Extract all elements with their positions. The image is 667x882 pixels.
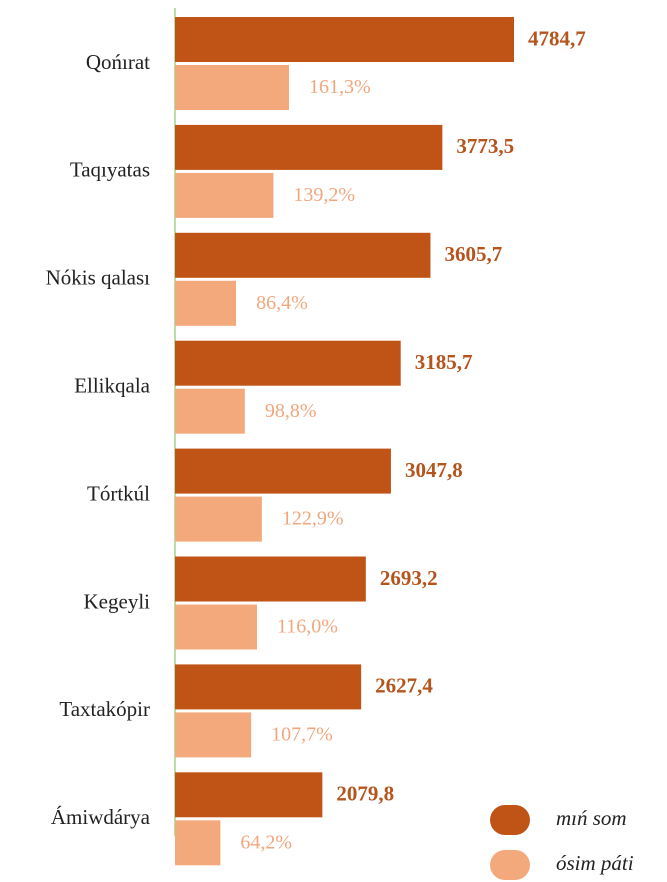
legend-label: ósim páti [556, 851, 634, 875]
bar [175, 232, 431, 278]
bar [175, 280, 237, 326]
value-label: 3047,8 [405, 458, 463, 482]
bar [175, 604, 257, 650]
bar [175, 556, 366, 602]
category-label: Nókis qalası [46, 266, 151, 290]
value-label: 122,9% [282, 508, 344, 530]
value-label: 116,0% [277, 616, 338, 638]
category-label: Tórtkúl [87, 481, 150, 505]
bar [175, 772, 323, 818]
value-label: 2079,8 [336, 782, 394, 806]
value-label: 2627,4 [375, 674, 433, 698]
value-label: 98,8% [265, 400, 317, 422]
category-label: Ámiwdárya [51, 805, 151, 829]
bar [175, 664, 362, 710]
bar [175, 65, 289, 110]
bar [175, 448, 391, 494]
category-label: Taxtakópir [59, 697, 150, 721]
bar [175, 340, 401, 386]
bar [175, 172, 274, 218]
value-label: 107,7% [271, 723, 333, 745]
bar [175, 124, 443, 170]
value-label: 3773,5 [456, 134, 514, 158]
value-label: 139,2% [293, 184, 355, 206]
value-label: 3185,7 [415, 350, 473, 374]
category-label: Qońırat [86, 50, 150, 74]
value-label: 3605,7 [444, 242, 502, 266]
legend-swatch [490, 850, 530, 880]
value-label: 4784,7 [528, 26, 586, 50]
value-label: 64,2% [240, 831, 292, 853]
bar [175, 496, 262, 542]
bar [175, 388, 245, 434]
bar [175, 712, 252, 758]
value-label: 86,4% [256, 292, 308, 314]
bar [175, 17, 514, 62]
value-label: 161,3% [309, 76, 371, 98]
category-label: Taqıyatas [70, 158, 150, 182]
legend-label: mıń som [556, 806, 627, 830]
legend-swatch [490, 805, 530, 835]
category-label: Kegeyli [84, 589, 151, 613]
bar [175, 820, 221, 866]
value-label: 2693,2 [380, 566, 438, 590]
category-label: Ellikqala [74, 374, 150, 398]
